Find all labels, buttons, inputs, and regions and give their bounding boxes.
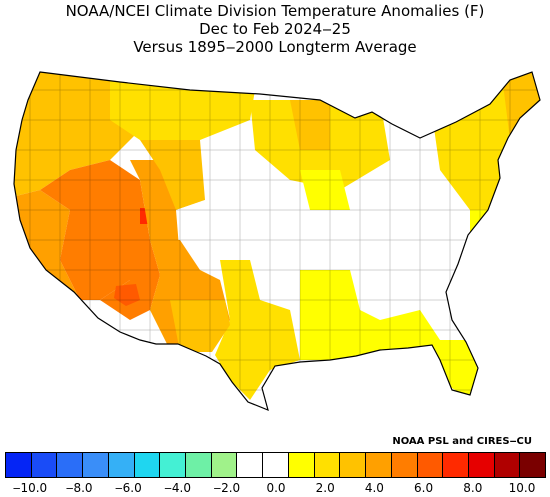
legend-swatch xyxy=(262,452,289,478)
region-iowa xyxy=(300,170,350,210)
color-legend xyxy=(5,452,547,478)
us-anomaly-map xyxy=(13,71,541,411)
legend-swatch xyxy=(287,452,315,478)
legend-swatch xyxy=(467,452,495,478)
legend-swatch xyxy=(82,452,109,478)
legend-swatch xyxy=(185,452,212,478)
legend-tick-label: 2.0 xyxy=(315,481,335,495)
legend-tick-label: 8.0 xyxy=(463,481,483,495)
region-wyoming xyxy=(140,140,205,210)
region-minnesota-north xyxy=(290,100,330,150)
legend-swatch xyxy=(519,452,547,478)
legend-ticks: ‒10.0 ‒8.0 ‒6.0 ‒4.0 ‒2.0 0.0 2.0 4.0 6.0 8.0 10.0 xyxy=(0,481,550,497)
region-colorado-east xyxy=(176,200,230,270)
region-west-texas xyxy=(170,300,230,352)
legend-swatch xyxy=(390,452,418,478)
legend-tick-label: ‒10.0 xyxy=(12,481,48,495)
legend-swatch xyxy=(107,452,135,478)
legend-swatch xyxy=(133,452,161,478)
legend-tick-label: ‒4.0 xyxy=(164,481,191,495)
legend-tick-label: 0.0 xyxy=(266,481,286,495)
map-title: NOAA/NCEI Climate Division Temperature A… xyxy=(65,2,485,20)
legend-swatch xyxy=(5,452,32,478)
region-mid-atlantic xyxy=(470,210,500,260)
legend-tick-label: 10.0 xyxy=(508,481,536,495)
legend-swatch xyxy=(442,452,469,478)
legend-swatch xyxy=(313,452,341,478)
legend-swatch xyxy=(365,452,392,478)
legend-swatch xyxy=(159,452,187,478)
legend-swatch xyxy=(236,452,264,478)
region-pacific-northwest xyxy=(14,72,140,200)
legend-swatch xyxy=(416,452,444,478)
legend-tick-label: ‒8.0 xyxy=(65,481,93,495)
region-arizona xyxy=(100,240,160,320)
legend-swatch xyxy=(210,452,238,478)
legend-tick-label: 4.0 xyxy=(364,481,384,495)
legend-swatch xyxy=(493,452,521,478)
anomaly-regions xyxy=(14,72,540,410)
legend-swatch xyxy=(56,452,84,478)
legend-swatch xyxy=(30,452,58,478)
credit-label: NOAA PSL and CIRES‒CU xyxy=(392,436,532,447)
region-gulf-coast xyxy=(300,270,440,360)
map-baseline: Versus 1895‒2000 Longterm Average xyxy=(133,38,417,56)
map-period: Dec to Feb 2024‒25 xyxy=(199,20,351,38)
legend-swatch xyxy=(339,452,367,478)
legend-tick-label: 6.0 xyxy=(414,481,434,495)
region-southern-arizona xyxy=(114,284,140,306)
legend-tick-label: ‒6.0 xyxy=(115,481,142,495)
legend-tick-label: ‒2.0 xyxy=(213,481,241,495)
